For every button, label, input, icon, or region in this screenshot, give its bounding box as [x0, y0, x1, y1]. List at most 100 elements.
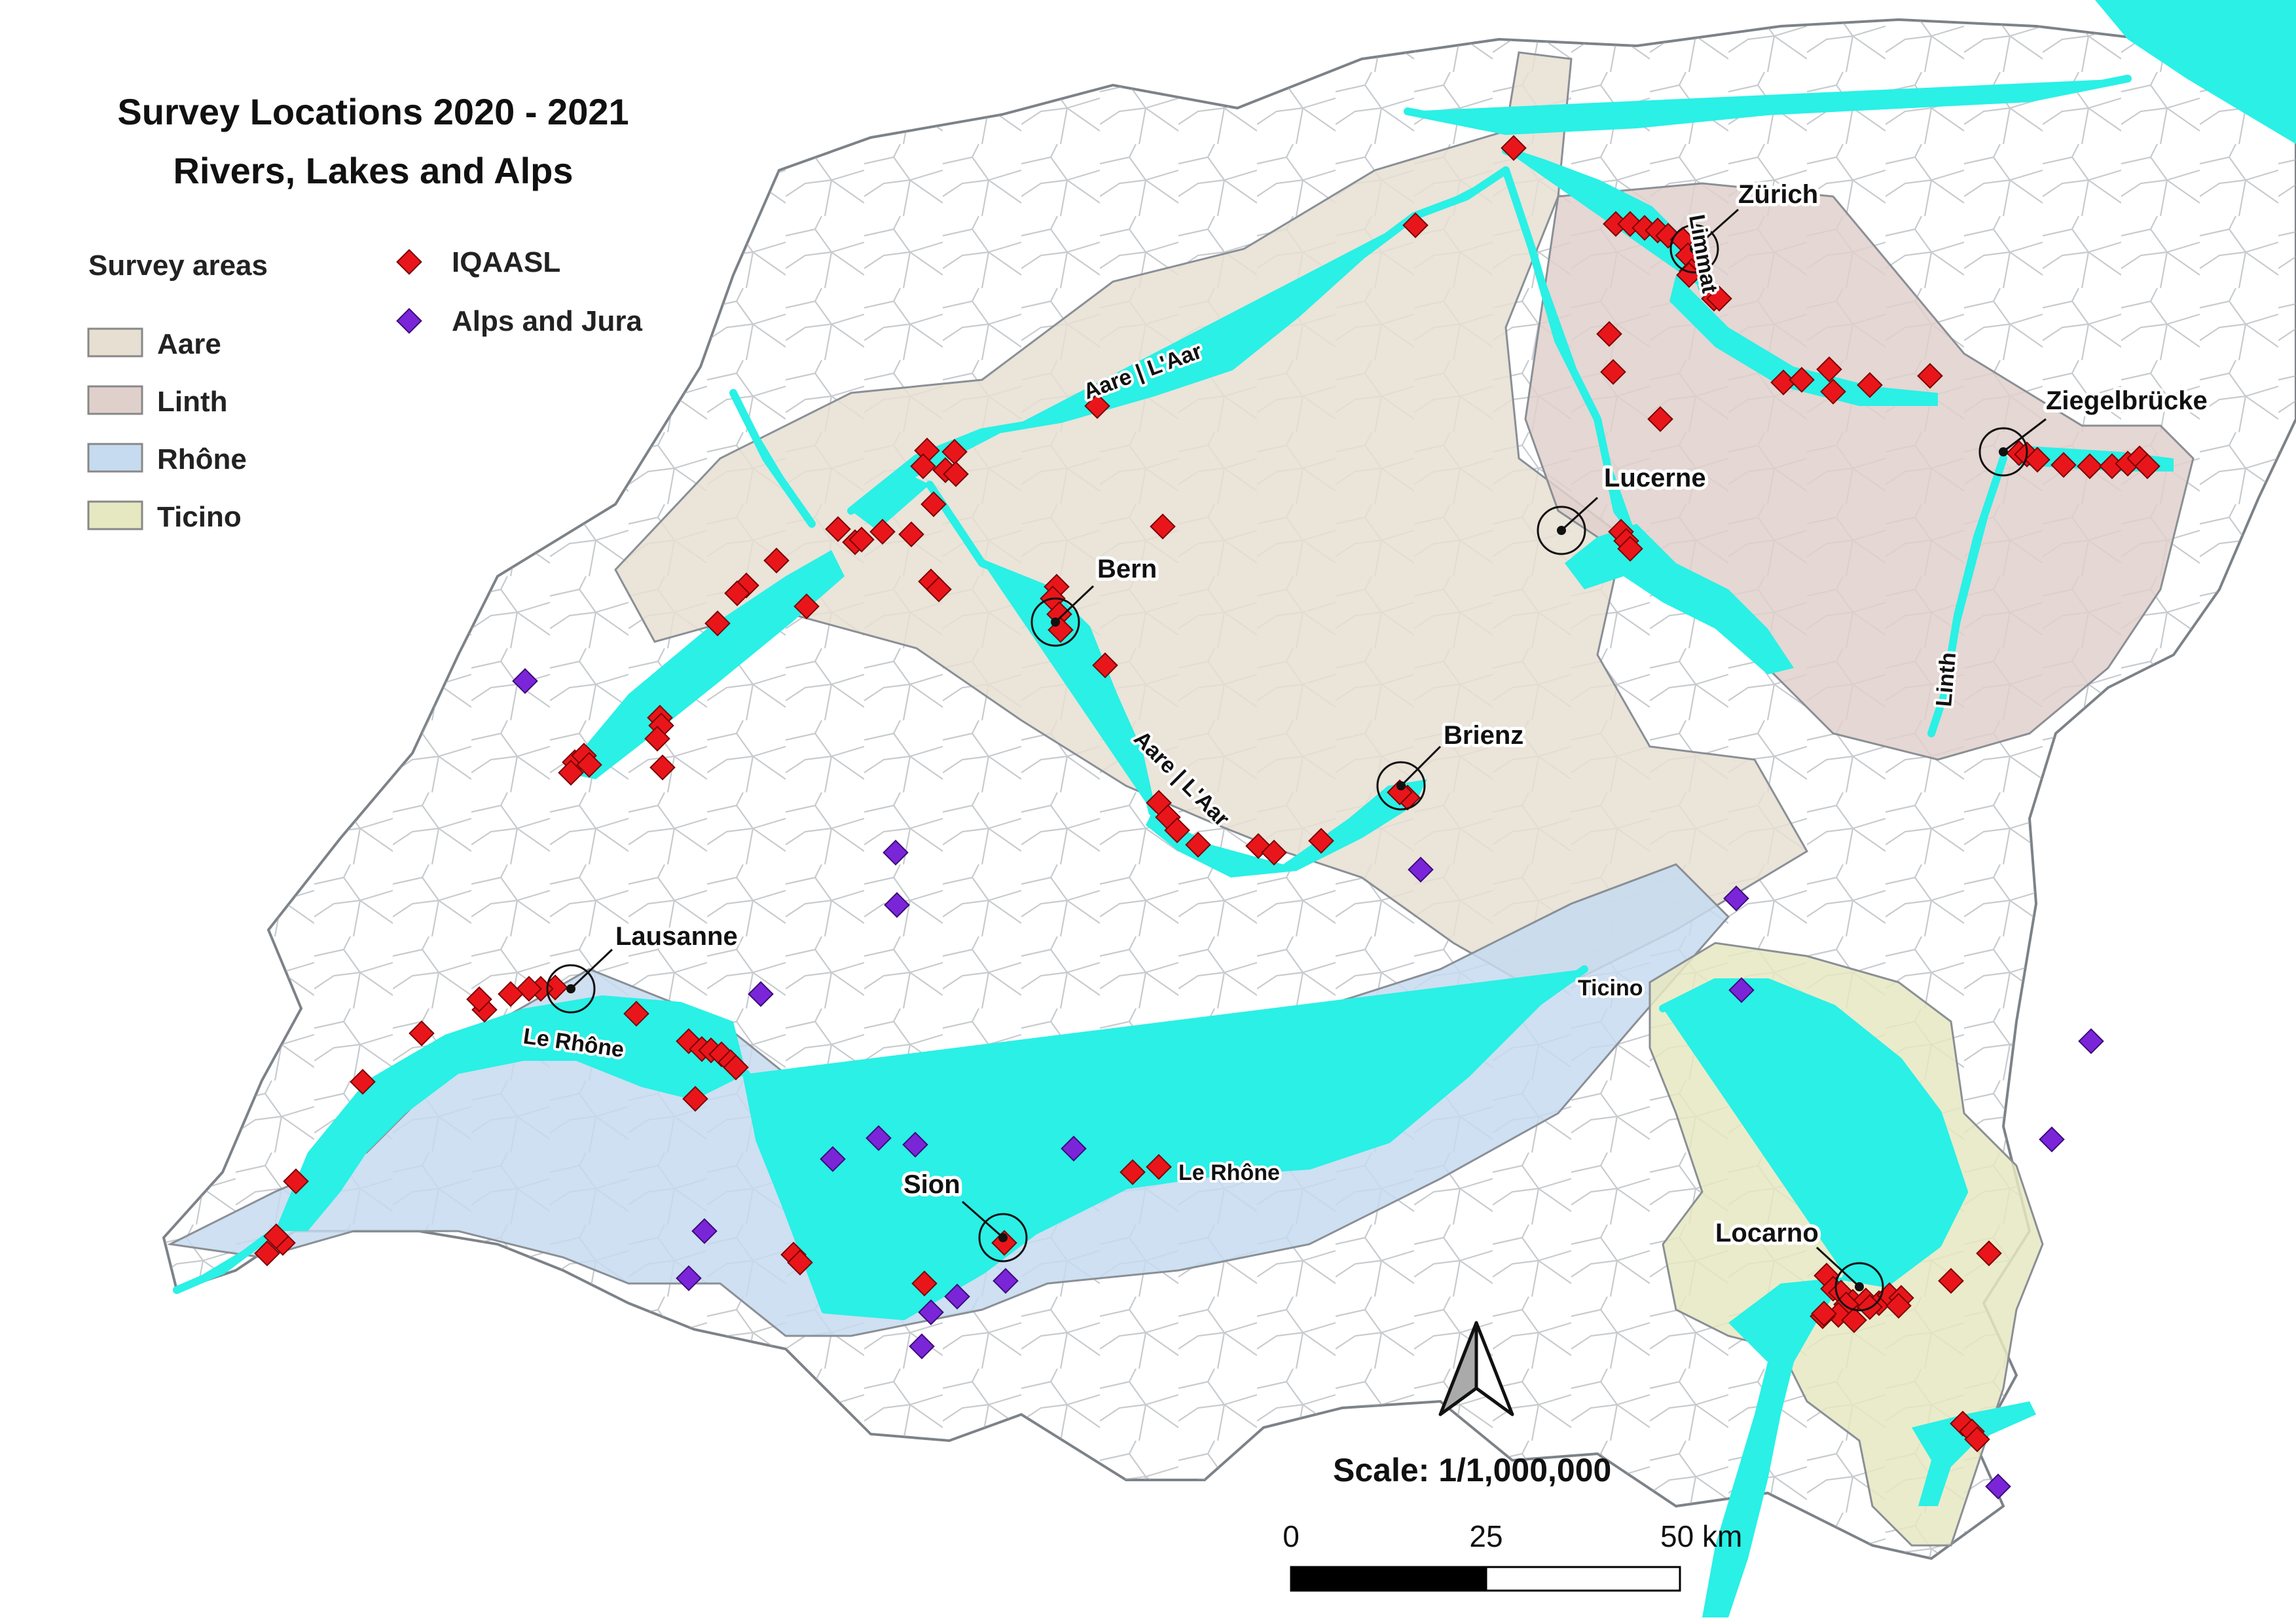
iqaasl-survey-point — [1811, 1301, 1837, 1327]
rhone-valley-label: Le Rhône — [1178, 1160, 1280, 1185]
alps-jura-survey-point — [691, 1218, 718, 1244]
ticino-label: Ticino — [1578, 976, 1643, 1001]
iqaasl-survey-point — [910, 453, 936, 479]
red-diamond-icon — [396, 249, 422, 275]
iqaasl-survey-point — [1084, 393, 1110, 419]
rhone-outlet-river — [173, 1227, 279, 1294]
lake-neuchatel — [563, 550, 845, 779]
iqaasl-survey-point — [1120, 1159, 1146, 1185]
iqaasl-survey-point — [466, 986, 492, 1012]
scale-tick-0: 0 — [1283, 1519, 1300, 1553]
iqaasl-survey-point — [2077, 453, 2103, 479]
iqaasl-survey-point — [254, 1240, 280, 1266]
water-bodies — [173, 0, 2296, 1617]
ziegelbrucke-label: Ziegelbrücke — [2046, 386, 2208, 415]
iqaasl-survey-point — [1596, 321, 1622, 347]
jura-river — [729, 389, 816, 528]
lake-lugano — [1912, 1401, 2036, 1506]
zurich-marker: Zürich — [1669, 177, 1821, 274]
lake-geneva — [275, 995, 746, 1231]
iqaasl-survey-point — [1617, 536, 1643, 562]
iqaasl-points — [254, 135, 2160, 1452]
iqaasl-survey-point — [848, 526, 875, 553]
iqaasl-survey-point — [1261, 840, 1287, 866]
legend-area-aare: Aare — [87, 327, 221, 360]
iqaasl-survey-point — [723, 1054, 749, 1080]
alps-jura-points — [512, 668, 2104, 1500]
iqaasl-survey-point — [825, 516, 851, 542]
brienz-marker: Brienz — [1376, 718, 1527, 811]
iqaasl-survey-point — [1816, 356, 1842, 382]
alps-jura-survey-point — [748, 981, 774, 1007]
iqaasl-survey-point — [498, 981, 524, 1007]
iqaasl-survey-point — [941, 439, 968, 465]
iqaasl-survey-point — [1603, 211, 1629, 237]
iqaasl-survey-point — [1820, 378, 1846, 405]
scale-tick-25: 25 — [1469, 1519, 1503, 1553]
legend-area-aare-label: Aare — [157, 328, 221, 360]
title-line-1: Survey Locations 2020 - 2021 — [117, 91, 629, 132]
lake-constance — [2095, 0, 2296, 144]
scale-bar: Scale: 1/1,000,000 0 25 50 km — [1283, 1452, 1742, 1592]
iqaasl-survey-point — [1938, 1268, 1964, 1294]
ziegelbrucke-marker: Ziegelbrücke — [1978, 383, 2211, 477]
legend-area-ticino: Ticino — [87, 500, 242, 533]
alps-jura-survey-point — [2078, 1028, 2104, 1054]
iqaasl-survey-point — [682, 1086, 708, 1112]
iqaasl-survey-point — [263, 1223, 289, 1249]
legend-area-rhone-label: Rhône — [157, 443, 247, 475]
alps-jura-survey-point — [2039, 1126, 2065, 1153]
iqaasl-survey-point — [1789, 367, 1815, 393]
iqaasl-survey-point — [576, 752, 602, 778]
iqaasl-survey-point — [911, 1270, 938, 1297]
bern-label: Bern — [1097, 555, 1157, 583]
iqaasl-survey-point — [1185, 832, 1211, 858]
north-arrow-icon — [1438, 1321, 1514, 1416]
iqaasl-survey-point — [704, 610, 731, 637]
iqaasl-survey-point — [869, 519, 896, 545]
scale-tick-50: 50 km — [1660, 1519, 1742, 1553]
title-line-2: Rivers, Lakes and Alps — [173, 150, 573, 191]
iqaasl-survey-point — [1092, 652, 1118, 678]
iqaasl-survey-point — [787, 1249, 813, 1276]
locarno-label: Locarno — [1715, 1219, 1819, 1247]
iqaasl-survey-point — [1886, 1293, 1912, 1319]
linth-label: Linth — [1931, 652, 1961, 708]
aare-river — [847, 166, 1510, 515]
legend-areas-heading: Survey areas — [88, 249, 268, 282]
lake-biel — [851, 471, 930, 530]
aare-bern-river — [926, 481, 1156, 816]
iqaasl-survey-point — [1308, 828, 1334, 854]
iqaasl-survey-point — [1857, 372, 1883, 398]
iqaasl-survey-point — [1150, 513, 1176, 540]
legend-point-iqaasl: IQAASL — [396, 246, 560, 278]
iqaasl-survey-point — [926, 576, 952, 602]
lucerne-label: Lucerne — [1604, 464, 1706, 492]
legend-area-linth: Linth — [87, 385, 228, 418]
legend-iqaasl-label: IQAASL — [452, 246, 560, 278]
iqaasl-survey-point — [644, 726, 670, 752]
alps-jura-survey-point — [512, 668, 538, 694]
iqaasl-survey-point — [1501, 135, 1527, 161]
iqaasl-survey-point — [283, 1168, 309, 1194]
lake-maggiore — [1702, 1277, 1846, 1617]
iqaasl-survey-point — [1647, 406, 1673, 432]
iqaasl-survey-point — [516, 976, 542, 1002]
lausanne-marker: Lausanne — [546, 919, 741, 1014]
alps-jura-survey-point — [866, 1125, 892, 1151]
alps-jura-survey-point — [676, 1265, 702, 1291]
iqaasl-survey-point — [920, 491, 947, 517]
iqaasl-survey-point — [1146, 1154, 1172, 1180]
iqaasl-survey-point — [943, 461, 969, 487]
iqaasl-survey-point — [1164, 817, 1190, 843]
iqaasl-survey-point — [2099, 453, 2125, 479]
iqaasl-survey-point — [623, 1001, 649, 1027]
iqaasl-survey-point — [1600, 359, 1626, 385]
iqaasl-survey-point — [793, 593, 820, 619]
iqaasl-survey-point — [898, 521, 924, 547]
legend-area-linth-label: Linth — [157, 386, 228, 418]
iqaasl-survey-point — [991, 1230, 1017, 1256]
legend: Survey areas Aare Linth Rhône Ticino IQA… — [87, 246, 642, 533]
city-markers: Zürich Ziegelbrücke Lucerne Bern Brienz … — [546, 177, 2211, 1312]
